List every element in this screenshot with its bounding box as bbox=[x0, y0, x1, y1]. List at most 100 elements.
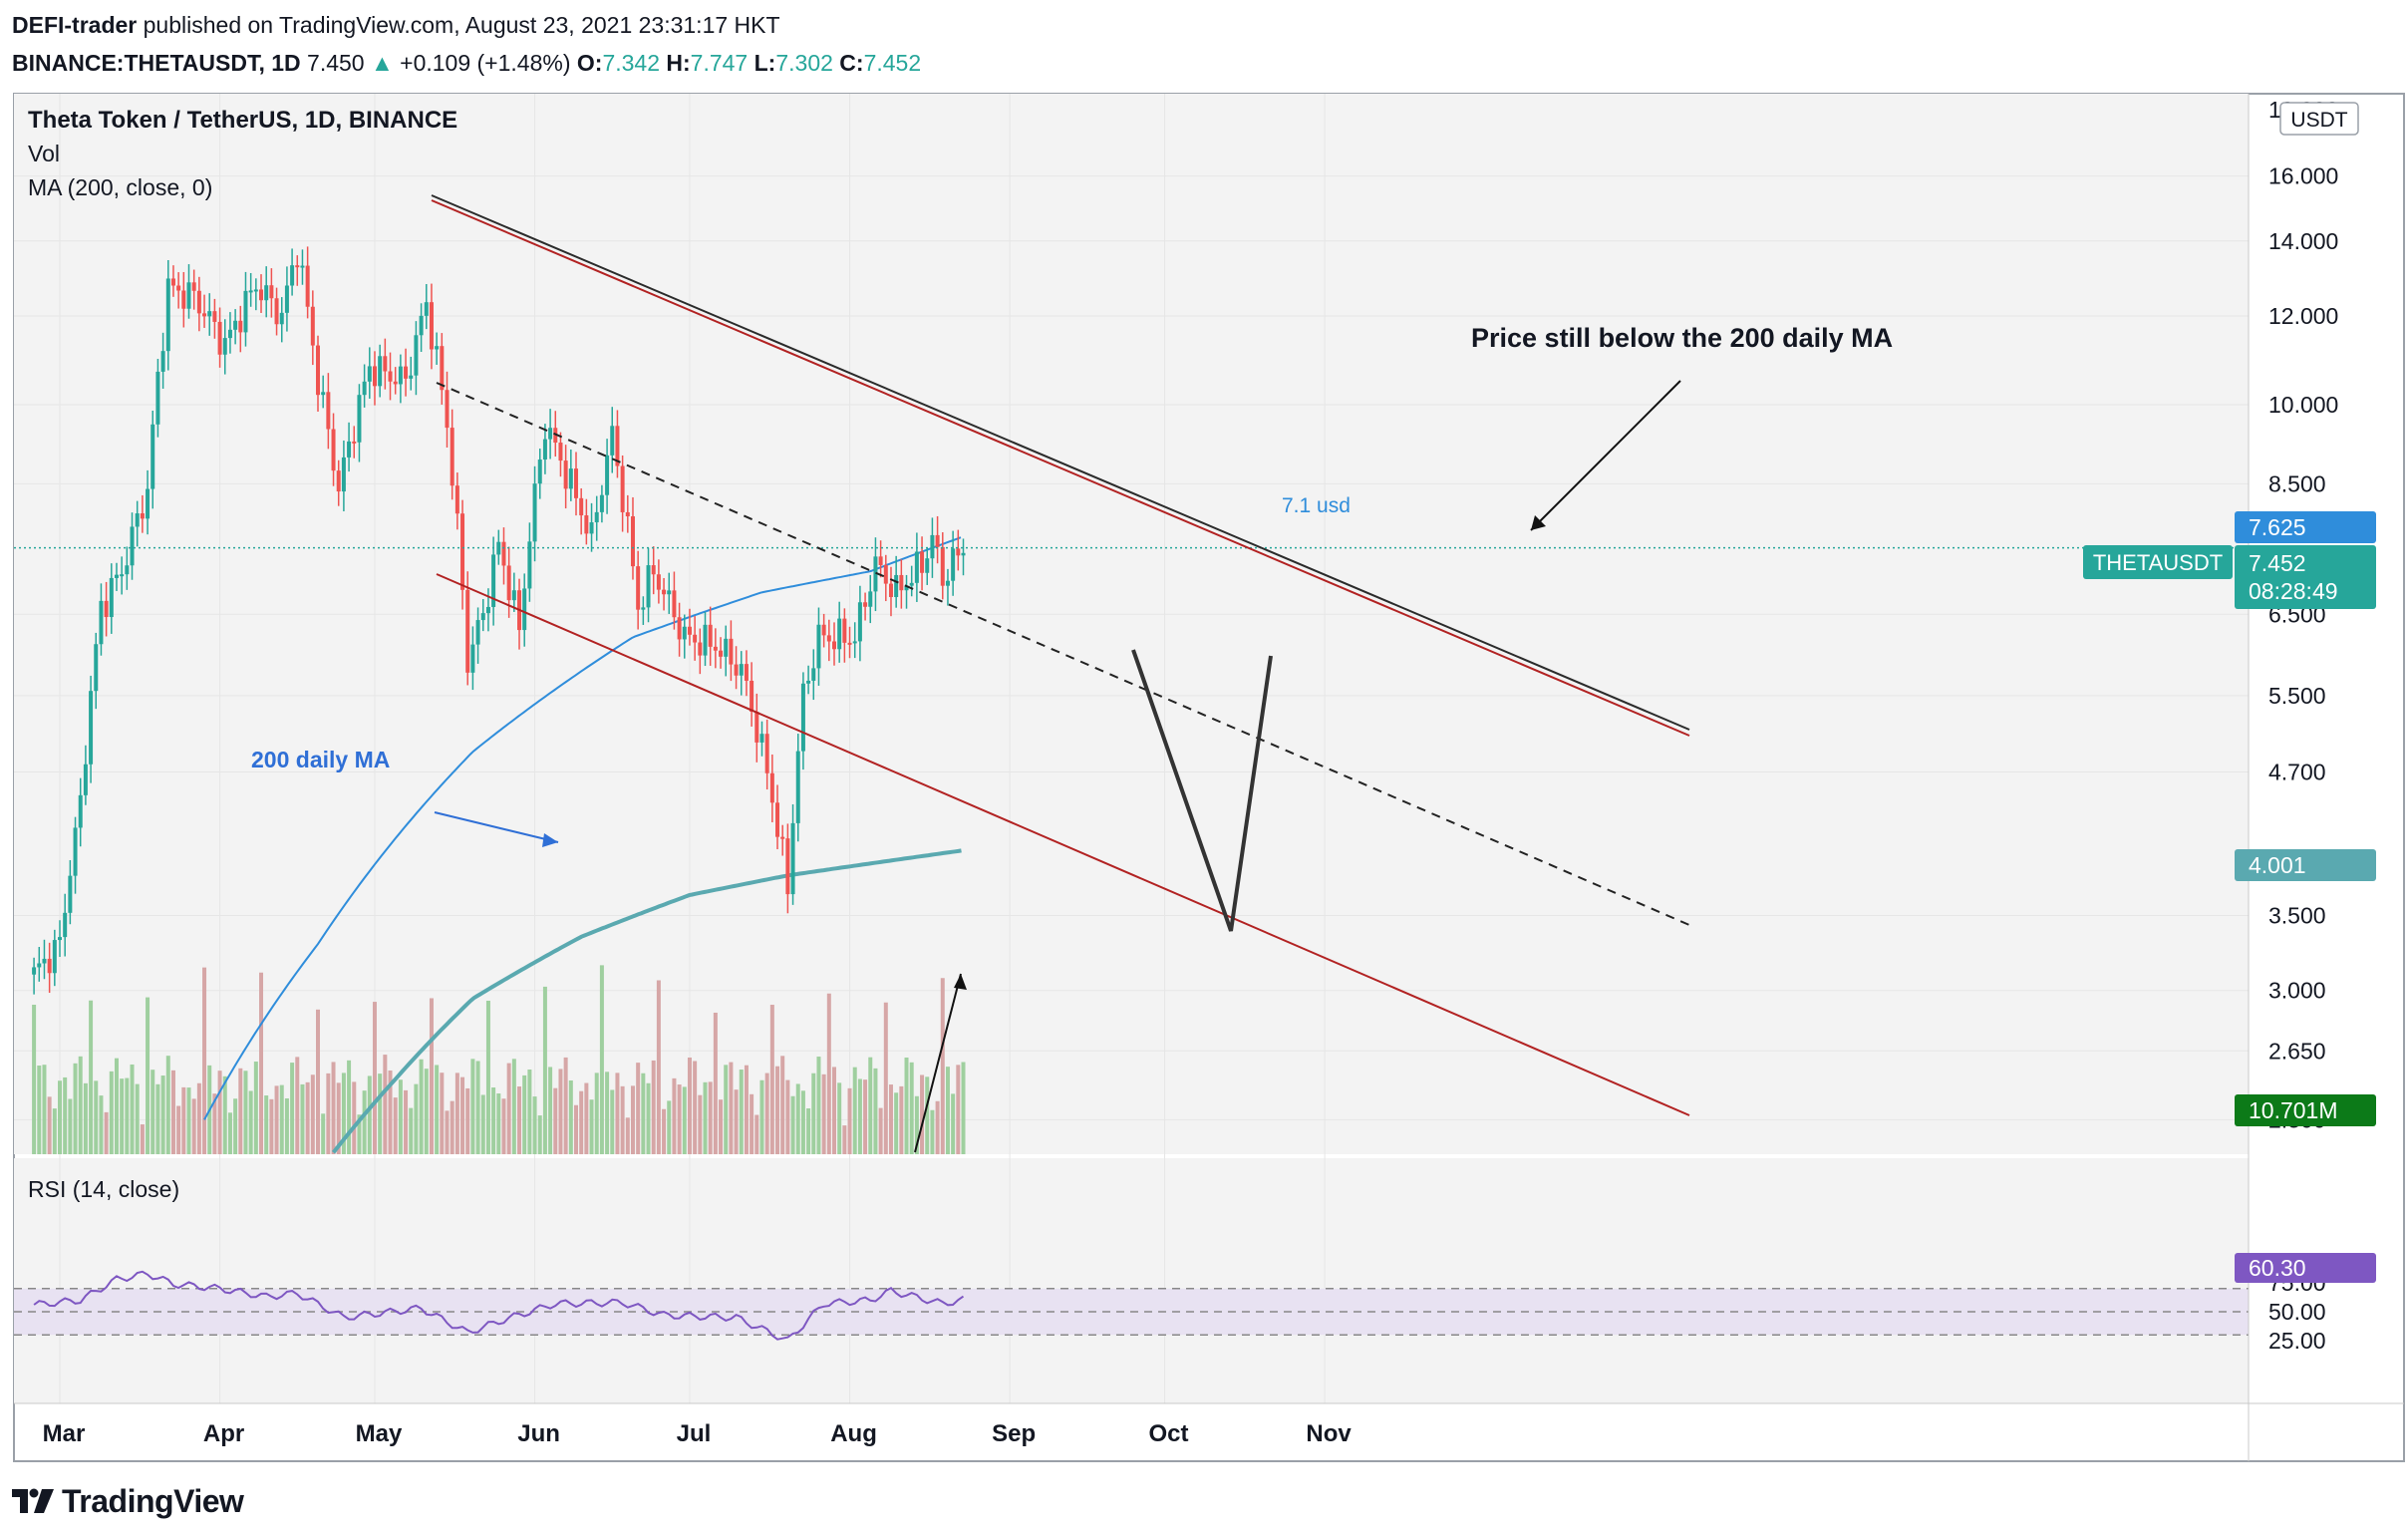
channel-upper-red[interactable] bbox=[431, 199, 1690, 737]
candle-body bbox=[847, 642, 852, 645]
candle-body bbox=[341, 457, 346, 492]
volume-bar bbox=[326, 1073, 331, 1154]
arrow-to-200ma[interactable] bbox=[434, 811, 559, 843]
candle-body bbox=[832, 641, 836, 650]
arrowhead-blue-icon bbox=[542, 833, 558, 847]
candle-body bbox=[94, 644, 99, 692]
time-axis[interactable]: Mar Apr May Jun Jul Aug Sep Oct Nov bbox=[14, 1402, 2404, 1447]
candle-body bbox=[904, 585, 909, 591]
candle-body bbox=[940, 546, 945, 586]
volume-bar bbox=[362, 1090, 367, 1154]
volume-bar bbox=[181, 1086, 186, 1154]
candle-body bbox=[527, 541, 532, 589]
candle-body bbox=[816, 624, 821, 669]
volume-bar bbox=[114, 1058, 119, 1154]
arrow-volume[interactable] bbox=[914, 973, 962, 1153]
channel-upper-dark[interactable] bbox=[431, 194, 1690, 731]
candle-body bbox=[393, 381, 398, 385]
candle-body bbox=[269, 285, 274, 299]
tradingview-logo-icon bbox=[12, 1488, 54, 1513]
ohlc-line: BINANCE:THETAUSDT, 1D 7.450 ▲ +0.109 (+1… bbox=[12, 44, 2384, 82]
volume-bar bbox=[63, 1076, 68, 1154]
candle-body bbox=[708, 624, 713, 647]
channel-lower[interactable] bbox=[436, 573, 1690, 1116]
volume-bar bbox=[37, 1066, 42, 1154]
volume-bar bbox=[109, 1071, 114, 1154]
candle-body bbox=[630, 516, 635, 567]
volume-bar bbox=[594, 1073, 599, 1154]
volume-bar bbox=[42, 1065, 47, 1154]
rsi-tick-label: 25.00 bbox=[2268, 1328, 2326, 1354]
tradingview-brand[interactable]: TradingView bbox=[12, 1479, 244, 1523]
candle-body bbox=[780, 836, 785, 839]
author-name[interactable]: DEFI-trader bbox=[12, 12, 138, 38]
candle-body bbox=[574, 468, 578, 498]
volume-bar bbox=[837, 1082, 842, 1154]
volume-bar bbox=[222, 1075, 227, 1154]
candle-body bbox=[170, 278, 175, 286]
volume-bar bbox=[852, 1067, 857, 1154]
price-tick-label: 5.500 bbox=[2268, 683, 2326, 709]
candle-body bbox=[672, 590, 677, 618]
candle-body bbox=[32, 967, 37, 975]
volume-bar bbox=[264, 1095, 269, 1154]
candle-body bbox=[424, 302, 429, 316]
candle-body bbox=[563, 460, 568, 489]
volume-bar bbox=[800, 1090, 805, 1154]
publish-info: published on TradingView.com, August 23,… bbox=[143, 12, 780, 38]
high-label: H: bbox=[666, 50, 691, 76]
candle-body bbox=[398, 366, 403, 385]
volume-bar bbox=[703, 1081, 708, 1154]
volume-bar bbox=[378, 1073, 383, 1154]
candle-body bbox=[693, 634, 698, 643]
volume-bar bbox=[475, 1061, 480, 1154]
volume-bar bbox=[764, 1073, 769, 1154]
candle-body bbox=[362, 381, 367, 396]
main-pane-bg bbox=[14, 94, 2249, 1154]
candle-body bbox=[795, 751, 800, 823]
volume-bar bbox=[574, 1104, 578, 1154]
volume-bar bbox=[160, 1075, 165, 1154]
volume-bar bbox=[568, 1080, 573, 1154]
volume-bar bbox=[769, 1005, 774, 1154]
volume-bar bbox=[816, 1057, 821, 1154]
time-tick-label: Jun bbox=[517, 1420, 560, 1447]
channel-midline[interactable] bbox=[436, 382, 1690, 926]
candle-body bbox=[409, 375, 414, 379]
currency-badge[interactable]: USDT bbox=[2279, 102, 2359, 136]
arrow-to-ma[interactable] bbox=[1530, 380, 1681, 531]
volume-bar bbox=[795, 1083, 800, 1154]
candle-body bbox=[729, 638, 734, 665]
v-bottom-pattern[interactable] bbox=[1131, 649, 1273, 932]
volume-bar bbox=[89, 1000, 94, 1154]
candle-body bbox=[956, 548, 961, 556]
ma200-path bbox=[331, 848, 962, 1154]
volume-bar bbox=[790, 1095, 795, 1154]
volume-bar bbox=[321, 1113, 326, 1154]
candle-body bbox=[352, 441, 357, 444]
candle-body bbox=[238, 320, 243, 333]
candle-body bbox=[404, 366, 409, 379]
volume-bar bbox=[435, 1065, 440, 1154]
volume-bar bbox=[542, 986, 547, 1154]
volume-bar bbox=[951, 1093, 956, 1154]
trend-drawings[interactable] bbox=[431, 194, 1690, 1153]
candle-body bbox=[419, 315, 424, 336]
volume-bar bbox=[429, 998, 434, 1154]
volume-bar bbox=[693, 1061, 698, 1154]
volume-bar bbox=[811, 1073, 816, 1154]
open-label: O: bbox=[576, 50, 603, 76]
candle-body bbox=[331, 429, 336, 471]
volume-bar bbox=[754, 1114, 759, 1154]
volume-bar bbox=[599, 965, 604, 1154]
volume-bar bbox=[935, 1100, 940, 1154]
volume-bar bbox=[847, 1087, 852, 1154]
volume-bar bbox=[672, 1077, 677, 1154]
volume-bar bbox=[274, 1085, 279, 1154]
volume-bar bbox=[238, 1068, 243, 1154]
volume-bar bbox=[409, 1107, 414, 1154]
candle-body bbox=[150, 424, 155, 489]
volume-bar bbox=[945, 1067, 950, 1154]
candle-body bbox=[475, 620, 480, 645]
